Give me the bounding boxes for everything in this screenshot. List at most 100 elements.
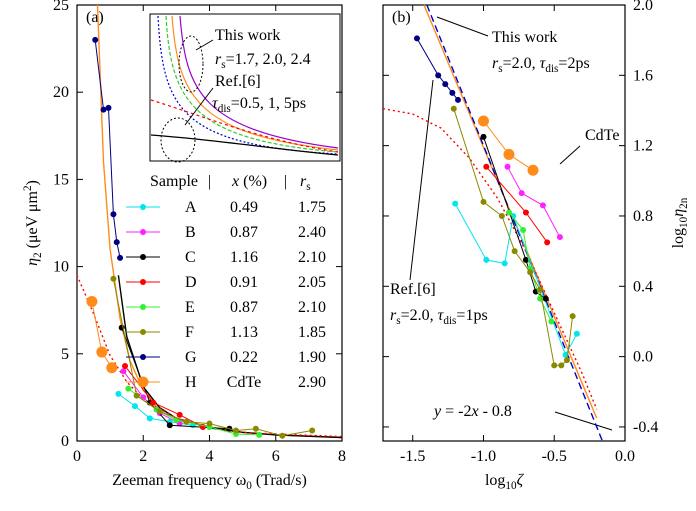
legend-marker (140, 204, 146, 210)
text-part: s (306, 181, 310, 193)
data-point (483, 163, 490, 170)
y-axis-label: log10η2n (670, 197, 690, 248)
text-part: τ (212, 95, 219, 112)
data-point (573, 330, 580, 337)
x-tick-label: 0 (73, 448, 81, 465)
text-part: (%) (239, 173, 267, 190)
legend-label: H (185, 374, 197, 391)
data-point (522, 256, 529, 263)
x-axis-label: log10ζ (485, 472, 525, 492)
text-part: 10 (505, 480, 517, 492)
x-axis-label: Zeeman frequency ω0 (Trad/s) (112, 472, 307, 492)
x-tick-label: 0.0 (615, 448, 635, 465)
y-tick-label: 0.0 (633, 349, 653, 366)
table-cell: 0.49 (230, 199, 258, 216)
data-point (166, 422, 173, 429)
data-point (183, 418, 190, 425)
annotation: CdTe (585, 127, 619, 144)
table-cell: CdTe (227, 374, 261, 391)
panel-b-frame (382, 4, 626, 442)
text-part: Ref.[6] (390, 281, 436, 298)
data-point (106, 362, 118, 374)
legend-marker (140, 304, 146, 310)
annotation: rs=2.0, τdis=2ps (492, 55, 590, 75)
y-tick-label: -0.4 (633, 419, 658, 436)
y-tick-label: 1.6 (633, 67, 653, 84)
table-cell: 2.40 (298, 224, 326, 241)
x-tick-label: 4 (206, 448, 214, 465)
x-tick-label: -0.5 (542, 448, 567, 465)
inset-curve (150, 134, 339, 156)
data-point (539, 202, 546, 209)
data-point (150, 399, 157, 406)
data-point (511, 248, 518, 255)
data-point (115, 390, 122, 397)
table-cell: 2.10 (298, 249, 326, 266)
inset-curve (179, 15, 339, 149)
data-point (504, 163, 511, 170)
data-point (206, 420, 213, 427)
table-header: rs (300, 173, 311, 193)
text-part: =2.0, (503, 55, 540, 72)
x-tick-label: 6 (272, 448, 280, 465)
text-part: η (670, 209, 687, 217)
data-point (309, 427, 316, 434)
text-part: =1ps (456, 307, 487, 324)
legend-marker (137, 376, 149, 388)
data-point (133, 392, 140, 399)
data-point (110, 275, 117, 282)
text-part: 2 (22, 185, 34, 191)
text-part: τ (438, 307, 445, 324)
data-point (556, 234, 563, 241)
arrows-b (409, 16, 613, 431)
text-part: s (498, 63, 502, 75)
data-point (518, 190, 525, 197)
table-cell: 0.22 (230, 349, 258, 366)
text-part: CdTe (585, 127, 619, 144)
separator: | (284, 173, 287, 190)
legend-label: D (185, 274, 197, 291)
y-tick-label: 0.4 (633, 278, 653, 295)
annotation: This work (492, 29, 557, 46)
text-part: r (215, 51, 222, 68)
annotation: This work (215, 27, 280, 44)
data-point (505, 209, 512, 216)
table-cell: 0.87 (230, 224, 258, 241)
data-point (131, 403, 138, 410)
legend-marker (140, 354, 146, 360)
inset-curve (150, 99, 339, 153)
text-part: 0 (246, 480, 252, 492)
text-part: τ (540, 55, 547, 72)
data-point (176, 411, 183, 418)
text-part: dis (218, 103, 231, 115)
text-part: r (300, 173, 307, 190)
y-tick-label: 0.8 (633, 208, 653, 225)
separator: | (208, 173, 211, 190)
arrow (436, 16, 489, 37)
inset-ellipse (160, 117, 196, 163)
annotation: y = -2x - 0.8 (432, 403, 512, 420)
legend-label: B (185, 224, 196, 241)
data-point (92, 36, 99, 43)
table-cell: 1.90 (298, 349, 326, 366)
annotation: rs=2.0, τdis=1ps (390, 307, 488, 327)
text-part: s (396, 315, 400, 327)
legend-label: E (185, 299, 195, 316)
x-tick-label: 2 (139, 448, 147, 465)
text-part: =0.5, 1, 5ps (231, 95, 306, 112)
data-point (569, 313, 576, 320)
data-point (483, 256, 490, 263)
table-cell: 2.05 (298, 274, 326, 291)
text-part: r (390, 307, 397, 324)
y-tick-label: 5 (61, 346, 69, 363)
text-part: =2.0, (401, 307, 438, 324)
text-part: 2n (678, 197, 690, 209)
x-tick-label: -1.5 (400, 448, 425, 465)
data-point (435, 72, 442, 79)
text-part: Ref.[6] (215, 73, 261, 90)
text-part: This work (492, 29, 557, 46)
text-part: r (492, 55, 499, 72)
text-part: (μeV μm (24, 190, 41, 252)
table-cell: 1.75 (298, 199, 326, 216)
arrow (195, 39, 214, 51)
